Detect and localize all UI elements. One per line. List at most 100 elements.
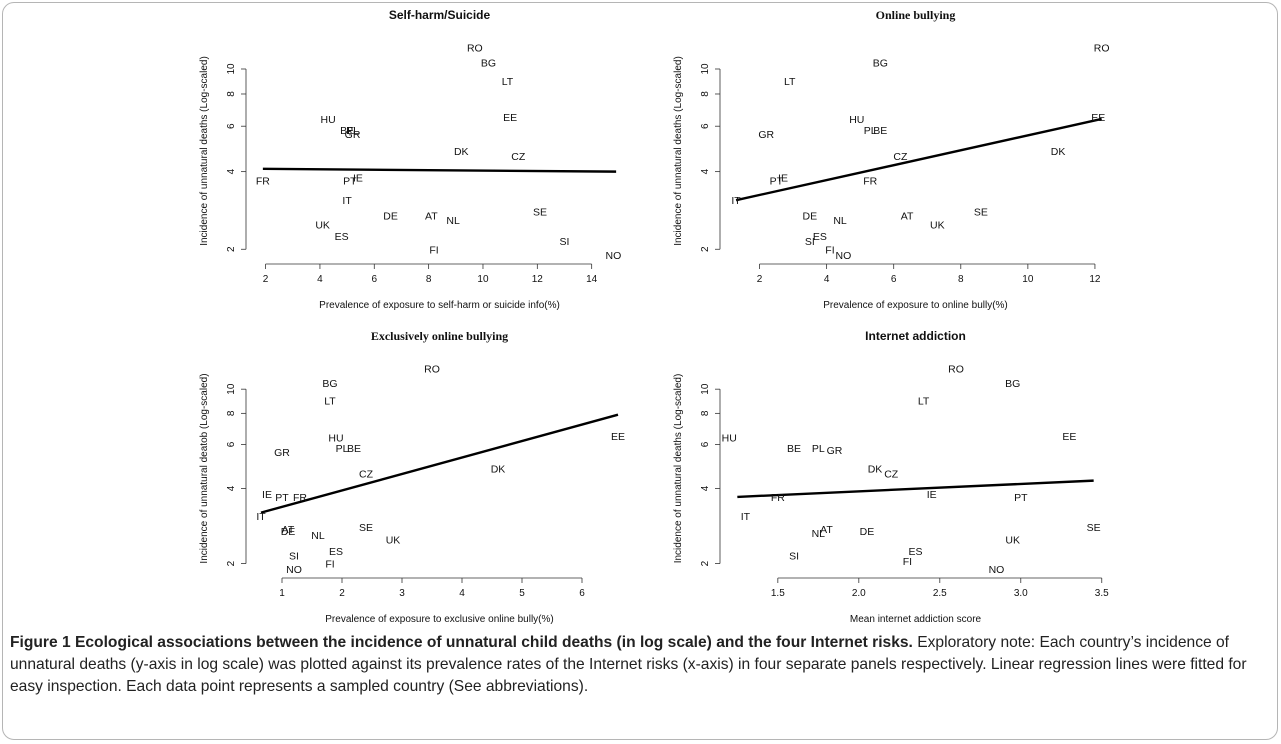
chart-panel-2: Online bullying 2 4 6 8 10 12 Prevalence of exp…	[673, 8, 1110, 311]
x-tick-label: 3.5	[1095, 588, 1109, 599]
y-tick-label: 4	[226, 168, 237, 174]
chart-panel-4: Internet addiction 1.5 2.0 2.5 3.0 3.5 Mean in…	[673, 329, 1109, 625]
y-axis: 2 4 6 8 10	[700, 63, 721, 252]
data-point-pt: PT	[343, 175, 357, 187]
regression-line	[262, 167, 617, 173]
y-tick-label: 10	[226, 383, 237, 395]
data-point-bg: BG	[1005, 378, 1020, 390]
x-tick-label: 2	[263, 274, 269, 285]
data-point-gr: GR	[758, 129, 774, 141]
data-point-ee: EE	[611, 431, 625, 443]
plot-area	[252, 44, 627, 258]
data-point-at: AT	[425, 211, 438, 223]
data-point-pl: PL	[346, 125, 359, 137]
x-tick-label: 5	[519, 588, 525, 599]
data-point-se: SE	[974, 207, 988, 219]
data-point-ie: IE	[262, 489, 272, 501]
data-point-hu: HU	[321, 114, 336, 126]
data-point-at: AT	[282, 524, 295, 536]
data-point-it: IT	[741, 511, 751, 523]
data-point-gr: GR	[345, 129, 361, 141]
data-point-ie: IE	[927, 489, 937, 501]
figure-caption: Figure 1 Ecological associations between…	[10, 632, 1272, 698]
data-point-ee: EE	[1062, 431, 1076, 443]
panel-title: Internet addiction	[865, 329, 966, 343]
data-point-gr: GR	[274, 447, 290, 459]
y-tick-label: 4	[226, 485, 237, 491]
data-point-no: NO	[836, 250, 852, 262]
data-point-ro: RO	[467, 43, 483, 55]
data-point-de: DE	[803, 211, 818, 223]
panel-title: Self-harm/Suicide	[389, 8, 491, 22]
x-axis-label: Prevalence of exposure to self-harm or s…	[319, 300, 560, 311]
data-point-pt: PT	[1014, 492, 1028, 504]
y-tick-label: 6	[700, 441, 711, 447]
y-tick-label: 6	[700, 123, 711, 129]
panel-title: Online bullying	[876, 8, 956, 22]
panel-title: Exclusively online bullying	[371, 329, 508, 343]
data-point-lt: LT	[784, 76, 796, 88]
data-point-cz: CZ	[511, 151, 526, 163]
data-point-dk: DK	[454, 146, 469, 158]
y-tick-label: 8	[700, 410, 711, 416]
data-point-de: DE	[281, 526, 296, 538]
x-tick-label: 2	[339, 588, 345, 599]
x-tick-label: 12	[1089, 274, 1101, 285]
x-tick-label: 1	[279, 588, 285, 599]
y-tick-label: 6	[226, 123, 237, 129]
data-point-ie: IE	[778, 172, 788, 184]
data-point-hu: HU	[328, 433, 343, 445]
data-point-uk: UK	[930, 219, 945, 231]
data-point-nl: NL	[812, 528, 826, 540]
y-axis-label: Incidence of unnatural deatob (Log-scale…	[199, 373, 210, 563]
data-point-be: BE	[347, 443, 361, 455]
data-point-bg: BG	[481, 57, 496, 69]
data-point-ie: IE	[353, 172, 363, 184]
regression-line	[260, 413, 619, 514]
y-tick-label: 8	[226, 410, 237, 416]
data-point-ro: RO	[948, 364, 964, 376]
data-point-fi: FI	[429, 244, 438, 256]
data-point-uk: UK	[386, 534, 401, 546]
data-point-fr: FR	[771, 492, 785, 504]
y-tick-label: 10	[700, 383, 711, 395]
data-point-bg: BG	[322, 378, 337, 390]
data-point-lt: LT	[502, 76, 514, 88]
data-point-se: SE	[1087, 522, 1101, 534]
x-tick-label: 2.5	[933, 588, 947, 599]
data-point-nl: NL	[833, 215, 847, 227]
x-tick-label: 4	[824, 274, 830, 285]
chart-panel-1: Self-harm/Suicide 2 4 6 8 10 12 14 Prevalence of…	[199, 8, 627, 311]
data-point-fr: FR	[256, 175, 270, 187]
data-point-nl: NL	[311, 530, 325, 542]
data-point-cz: CZ	[884, 468, 899, 480]
chart-panel-3: Exclusively online bullying 1 2 3 4 5 6 Prevale…	[199, 329, 625, 625]
data-point-fi: FI	[903, 556, 912, 568]
data-point-ro: RO	[424, 364, 440, 376]
regression-line	[735, 117, 1102, 202]
x-tick-label: 10	[477, 274, 489, 285]
x-tick-label: 8	[426, 274, 432, 285]
data-point-pt: PT	[770, 175, 784, 187]
regression-line	[737, 479, 1094, 499]
x-tick-label: 4	[459, 588, 465, 599]
x-tick-label: 1.5	[771, 588, 785, 599]
data-point-dk: DK	[1051, 146, 1066, 158]
y-axis: 2 4 6 8 10	[226, 383, 247, 566]
data-point-dk: DK	[491, 464, 506, 476]
data-point-es: ES	[813, 231, 827, 243]
data-point-it: IT	[256, 511, 266, 523]
data-point-uk: UK	[1005, 534, 1020, 546]
y-axis: 2 4 6 8 10	[226, 63, 247, 252]
data-point-es: ES	[908, 546, 922, 558]
x-tick-label: 12	[532, 274, 544, 285]
x-axis: 2 4 6 8 10 12 14	[263, 263, 598, 285]
data-point-si: SI	[289, 551, 299, 563]
y-tick-label: 8	[700, 91, 711, 97]
data-point-at: AT	[820, 524, 833, 536]
y-tick-label: 10	[226, 63, 237, 75]
data-point-de: DE	[860, 526, 875, 538]
x-axis-label: Prevalence of exposure to online bully(%…	[823, 300, 1008, 311]
